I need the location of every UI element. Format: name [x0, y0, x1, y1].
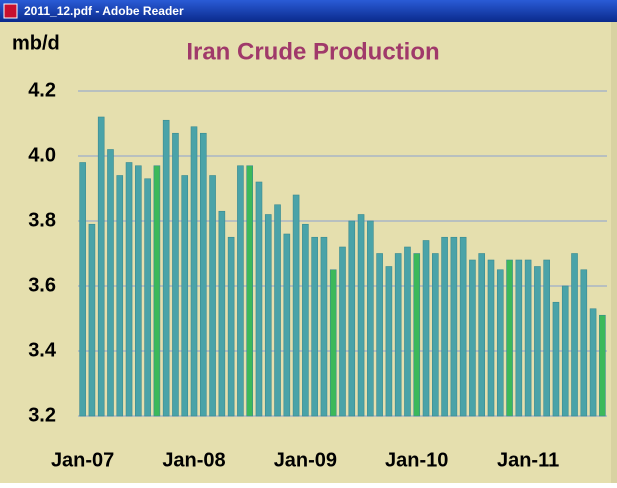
bar: [561, 285, 569, 417]
bar: [404, 246, 411, 417]
bar: [302, 223, 309, 417]
chart-title: Iran Crude Production: [186, 38, 439, 65]
bar: [255, 181, 263, 417]
bar: [237, 165, 244, 417]
x-tick-label: Jan-11: [497, 449, 559, 471]
bar: [88, 223, 96, 417]
y-tick-label: 3.2: [28, 404, 56, 426]
bar: [441, 236, 448, 417]
bar: [552, 301, 560, 417]
bar: [357, 214, 365, 417]
bar: [339, 246, 346, 417]
bar: [135, 165, 142, 417]
x-tick-label: Jan-10: [385, 449, 448, 471]
bar: [367, 220, 374, 417]
bar: [580, 269, 588, 417]
bar: [283, 233, 291, 417]
bar: [190, 126, 198, 417]
bar: [79, 162, 86, 417]
bar: [422, 240, 430, 417]
plot-area: 3.2 3.4 3.6 3.8 4.0 4.2 Jan-07 Jan-08 Jan-09 Jan-…: [28, 79, 607, 471]
bar: [125, 162, 133, 417]
bar: [534, 266, 541, 417]
title-bar: [0, 0, 617, 22]
bar: [199, 132, 207, 417]
bar: [478, 253, 486, 417]
bar: [153, 165, 161, 417]
bar: [218, 210, 226, 417]
y-tick-label: 3.6: [28, 274, 56, 296]
window-title: 2011_12.pdf - Adobe Reader: [24, 4, 184, 18]
bar: [394, 253, 402, 417]
bar: [385, 266, 393, 417]
x-tick-label: Jan-07: [51, 449, 114, 471]
bar: [274, 204, 281, 417]
bar: [162, 119, 170, 417]
y-tick-label: 4.2: [28, 79, 56, 101]
bar: [496, 269, 504, 417]
bar: [524, 259, 532, 417]
bar: [97, 116, 105, 417]
bar: [144, 178, 151, 417]
bar: [515, 259, 523, 417]
bar: [571, 253, 578, 417]
y-tick-label: 3.8: [28, 209, 56, 231]
bar: [459, 236, 467, 417]
bar: [543, 259, 550, 417]
bar: [348, 220, 356, 417]
bar: [264, 214, 272, 417]
bar: [172, 132, 179, 417]
bar: [589, 308, 597, 417]
bar: [450, 236, 458, 417]
bar: [116, 175, 124, 417]
y-tick-label: 4.0: [28, 144, 56, 166]
bar: [487, 259, 495, 417]
bar: [227, 236, 235, 417]
bar: [209, 175, 216, 417]
bar: [506, 259, 513, 417]
y-axis-label: mb/d: [12, 32, 60, 54]
x-tick-label: Jan-08: [162, 449, 225, 471]
bar: [311, 236, 318, 417]
app-icon: [3, 3, 18, 19]
bar: [320, 236, 328, 417]
bar: [329, 269, 337, 417]
bar: [246, 165, 253, 417]
window-edge: [611, 22, 617, 483]
bar: [432, 253, 439, 417]
bar: [292, 194, 300, 417]
bar: [181, 175, 189, 417]
bar: [376, 253, 383, 417]
y-tick-label: 3.4: [28, 339, 57, 361]
x-tick-label: Jan-09: [274, 449, 337, 471]
bar: [469, 259, 476, 417]
bar: [413, 253, 421, 417]
bar: [107, 149, 114, 417]
bar: [599, 314, 606, 417]
